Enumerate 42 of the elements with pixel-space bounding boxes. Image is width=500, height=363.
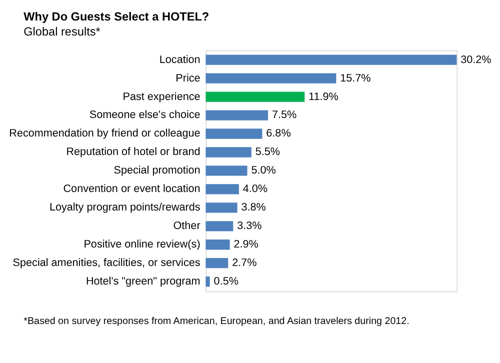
chart-title: Why Do Guests Select a HOTEL? <box>24 10 210 24</box>
bar <box>206 276 210 287</box>
data-label: 2.9% <box>234 238 259 251</box>
text: *Based on survey responses from American, European, and Asian travelers during 2012. <box>24 316 410 327</box>
text: Global results* <box>24 24 101 38</box>
data-label: 7.5% <box>272 109 298 122</box>
data-label: 30.2% <box>460 54 492 66</box>
y-tick-label: Loyalty program points/rewards <box>49 202 201 214</box>
y-tick-label: Recommendation by friend or colleague <box>9 128 200 140</box>
bar <box>206 54 457 65</box>
bar <box>206 221 234 232</box>
bar <box>206 166 248 176</box>
bar <box>206 73 336 84</box>
data-label: 11.9% <box>308 90 339 103</box>
data-label: 5.5% <box>255 146 280 158</box>
y-tick-label: Special promotion <box>114 164 200 177</box>
data-label: 4.0% <box>242 183 268 196</box>
bar <box>206 240 230 250</box>
y-tick-label: Price <box>176 72 200 84</box>
data-label: 15.7% <box>340 72 372 84</box>
data-label: 3.8% <box>241 202 266 214</box>
y-tick-label: Other <box>173 220 201 232</box>
bar <box>206 92 305 102</box>
y-tick-label: Hotel's "green" program <box>86 276 200 288</box>
y-tick-label: Convention or event location <box>63 183 200 196</box>
y-tick-label: Someone else's choice <box>89 109 200 122</box>
bar <box>206 147 252 158</box>
data-label: 0.5% <box>214 276 239 288</box>
bar <box>206 202 238 213</box>
y-tick-label: Reputation of hotel or brand <box>66 146 200 158</box>
bar <box>206 258 228 268</box>
y-tick-label: Special amenities, facilities, or services <box>12 257 201 270</box>
y-tick-label: Location <box>159 54 200 66</box>
y-tick-label: Past experience <box>122 90 200 103</box>
data-label: 3.3% <box>237 220 262 232</box>
data-label: 5.0% <box>251 164 276 177</box>
bar <box>206 128 262 139</box>
bar <box>206 110 268 120</box>
data-label: 2.7% <box>232 257 258 270</box>
y-tick-label: Positive online review(s) <box>84 238 200 251</box>
data-label: 6.8% <box>266 128 292 140</box>
bar <box>206 184 239 194</box>
